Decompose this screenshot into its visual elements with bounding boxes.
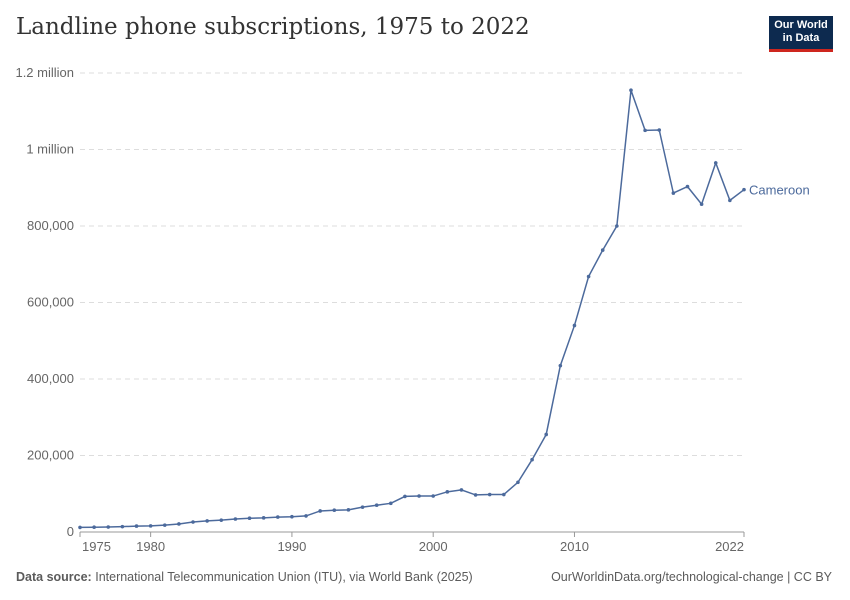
data-point <box>389 501 393 506</box>
y-tick-label: 0 <box>67 524 74 539</box>
data-point <box>615 224 619 228</box>
data-point <box>629 88 633 93</box>
data-point <box>78 525 82 530</box>
data-point <box>106 525 111 529</box>
data-point <box>134 524 139 528</box>
data-point <box>205 519 209 523</box>
data-point <box>403 494 407 499</box>
data-point <box>318 509 322 513</box>
data-point <box>148 524 153 528</box>
data-point <box>261 516 266 520</box>
y-tick-label: 800,000 <box>27 218 74 233</box>
data-point <box>657 128 662 132</box>
owid-logo[interactable]: Our World in Data <box>769 16 833 52</box>
data-point <box>487 492 492 497</box>
y-tick-label: 200,000 <box>27 448 74 463</box>
data-point <box>233 517 238 521</box>
data-point <box>162 523 167 527</box>
data-point <box>572 323 577 328</box>
y-tick-label: 1.2 million <box>15 65 74 80</box>
y-tick-label: 400,000 <box>27 371 74 386</box>
data-point <box>247 516 252 521</box>
data-point <box>417 494 421 498</box>
source-label: Data source: <box>16 570 92 584</box>
x-tick-label: 2010 <box>560 539 589 554</box>
x-tick-label: 2000 <box>419 539 448 554</box>
data-point <box>304 514 308 518</box>
x-tick-label: 1980 <box>136 539 165 554</box>
data-point <box>219 518 224 522</box>
data-point <box>459 488 464 492</box>
series-label: Cameroon <box>749 183 810 198</box>
footer-link[interactable]: OurWorldinData.org/technological-change … <box>551 570 832 584</box>
data-point <box>600 248 605 252</box>
data-point <box>516 480 520 485</box>
data-point <box>275 515 280 519</box>
data-point <box>544 432 549 437</box>
data-point <box>445 490 450 494</box>
data-point <box>671 191 676 195</box>
series-line-cameroon <box>79 89 745 529</box>
source-text: International Telecommunication Union (I… <box>95 570 473 584</box>
data-point <box>643 128 647 133</box>
data-point <box>120 524 125 529</box>
data-point <box>728 198 732 203</box>
data-point <box>332 508 337 512</box>
data-point <box>530 457 534 462</box>
data-point <box>558 363 563 368</box>
data-point <box>177 522 181 526</box>
data-point <box>699 202 704 206</box>
y-tick-label: 1 million <box>26 142 74 157</box>
y-tick-label: 600,000 <box>27 295 74 310</box>
data-point <box>685 184 690 189</box>
data-point <box>191 520 195 524</box>
data-point <box>360 505 365 509</box>
data-point <box>290 514 294 519</box>
data-point <box>713 161 718 165</box>
chart-title: Landline phone subscriptions, 1975 to 20… <box>16 14 530 40</box>
data-point <box>473 493 478 497</box>
data-source: Data source: International Telecommunica… <box>16 570 473 584</box>
data-point <box>431 494 435 498</box>
data-point <box>374 503 379 508</box>
data-point <box>502 492 506 497</box>
data-point <box>742 187 746 192</box>
x-tick-label: 1975 <box>82 539 111 554</box>
data-point <box>586 274 591 279</box>
data-point <box>346 508 351 512</box>
data-point <box>92 525 96 530</box>
x-tick-label: 2022 <box>715 539 744 554</box>
x-tick-label: 1990 <box>277 539 306 554</box>
